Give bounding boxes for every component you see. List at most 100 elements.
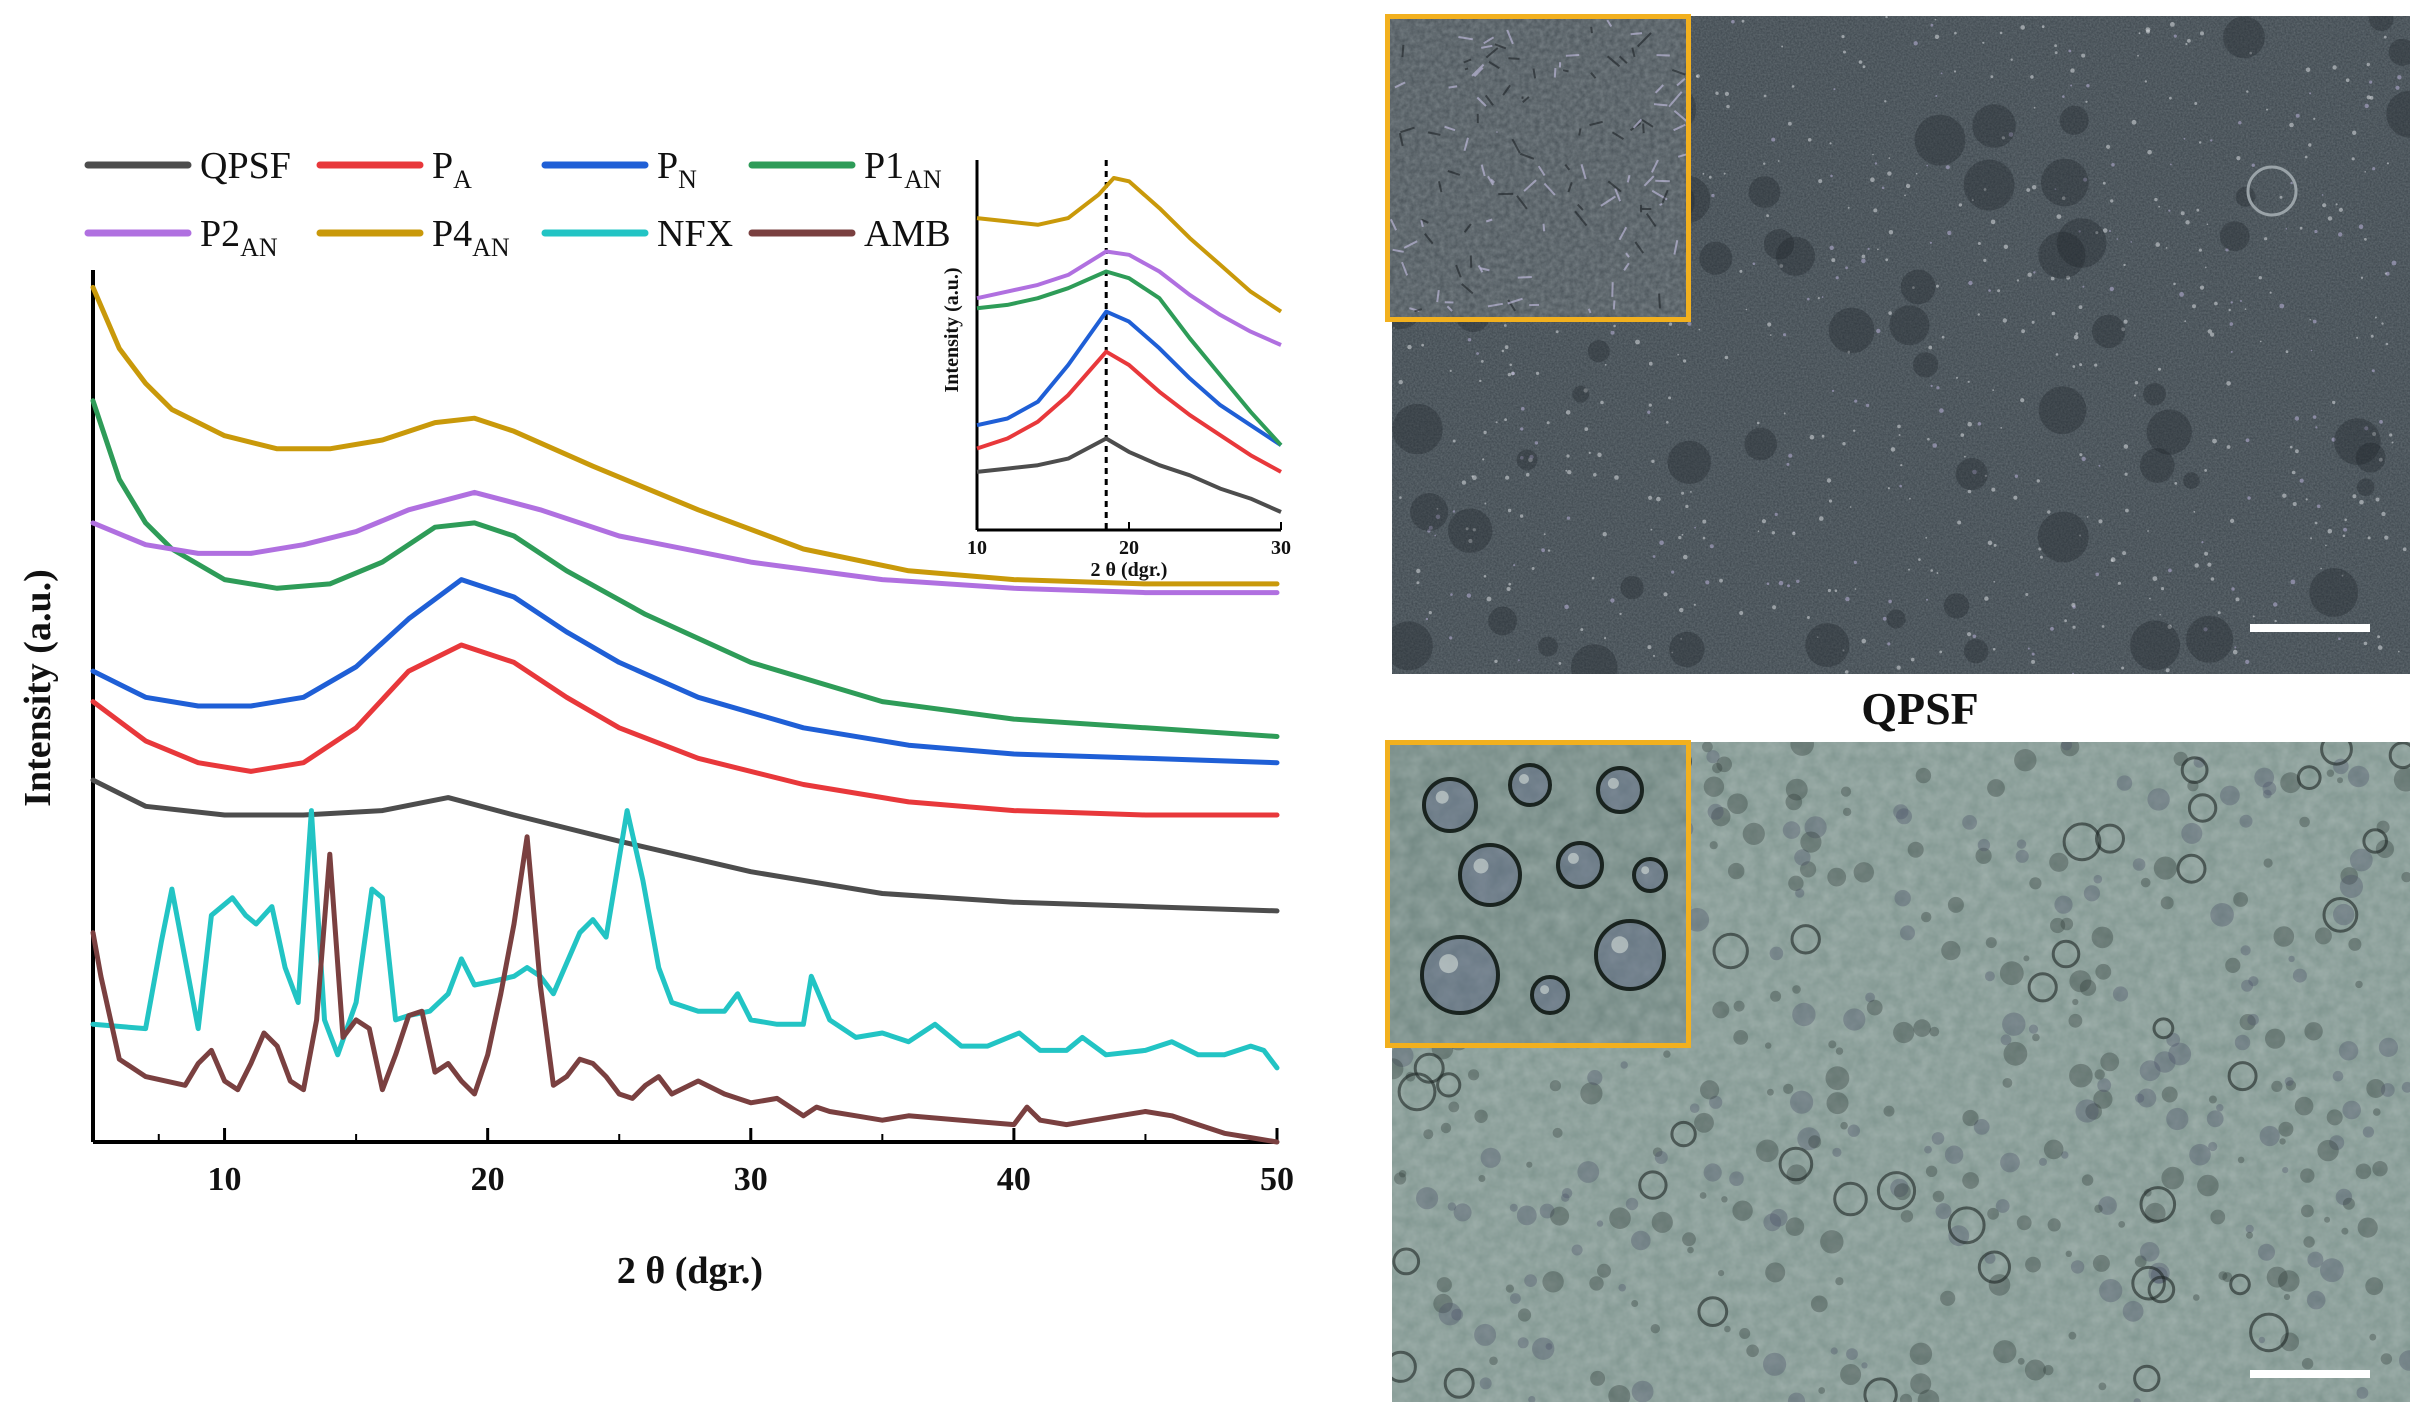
particle xyxy=(1835,1277,1844,1286)
speck xyxy=(1882,616,1887,621)
speck xyxy=(1648,361,1653,366)
particle xyxy=(2306,1290,2326,1310)
fiber xyxy=(1424,233,1434,245)
speck xyxy=(1741,19,1745,23)
speck xyxy=(1899,484,1902,488)
particle xyxy=(2342,1100,2361,1120)
speck xyxy=(2000,427,2003,429)
particle xyxy=(2357,1217,2378,1238)
fiber xyxy=(1590,26,1593,34)
particle xyxy=(1767,1088,1774,1096)
speck xyxy=(1769,334,1772,336)
particle xyxy=(2258,1336,2266,1344)
speck xyxy=(2056,214,2062,220)
speck xyxy=(1955,376,1959,379)
speck xyxy=(1668,396,1672,400)
speck xyxy=(2214,301,2218,306)
fiber xyxy=(1676,77,1686,87)
speck xyxy=(1958,203,1963,207)
speck xyxy=(2203,627,2208,632)
fiber xyxy=(1645,213,1657,227)
fiber xyxy=(1463,137,1469,152)
speck xyxy=(2204,551,2209,556)
speck xyxy=(1847,206,1850,209)
speck xyxy=(2366,95,2371,100)
speck xyxy=(2367,536,2371,540)
speck xyxy=(2325,544,2327,547)
fiber xyxy=(1523,179,1537,192)
speck xyxy=(1555,330,1559,334)
dark-patch xyxy=(1516,449,1538,471)
particle xyxy=(2337,777,2343,784)
crystal-core xyxy=(1634,859,1666,891)
crystal-ring xyxy=(1422,777,1478,833)
crystal-ring xyxy=(1863,1377,1898,1402)
crystal-highlight xyxy=(1540,985,1550,995)
fiber xyxy=(1506,29,1514,45)
particle xyxy=(2303,1236,2315,1248)
speck xyxy=(1967,380,1970,383)
speck xyxy=(1597,452,1602,457)
speck xyxy=(2098,464,2101,467)
speck xyxy=(2086,84,2090,88)
particle xyxy=(2002,1078,2013,1088)
speck xyxy=(1416,568,1421,574)
series-line-pa xyxy=(90,642,1280,818)
fiber xyxy=(1485,218,1493,223)
particle xyxy=(1702,742,1713,753)
speck xyxy=(1912,286,1915,289)
speck xyxy=(2230,350,2233,353)
speck xyxy=(2207,562,2212,567)
speck xyxy=(1828,499,1833,503)
particle xyxy=(2278,1270,2300,1292)
speck xyxy=(2210,139,2213,142)
speck xyxy=(1993,581,1995,583)
particle xyxy=(2380,1083,2395,1097)
x-tick-label: 20 xyxy=(471,1161,505,1198)
particle xyxy=(2222,1272,2233,1283)
speck xyxy=(1807,138,1812,142)
speck xyxy=(2251,163,2255,167)
speck xyxy=(1680,638,1682,640)
speck xyxy=(1508,582,1512,586)
speck xyxy=(2308,143,2312,147)
particle xyxy=(2015,849,2029,863)
particle xyxy=(2208,1095,2217,1104)
particle xyxy=(1724,1325,1731,1333)
speck xyxy=(2364,171,2366,173)
particle xyxy=(1580,1082,1603,1105)
speck xyxy=(1535,371,1540,375)
particle xyxy=(2208,1141,2218,1152)
speck xyxy=(1849,506,1852,508)
particle xyxy=(2262,781,2277,796)
particle xyxy=(1899,1393,1913,1402)
fiber xyxy=(1420,219,1424,228)
speck xyxy=(1885,258,1889,262)
speck xyxy=(1647,645,1652,650)
particle xyxy=(1433,1293,1453,1314)
speck xyxy=(1543,533,1546,536)
crystal-highlight xyxy=(1435,790,1449,804)
particle xyxy=(2292,968,2307,983)
particle xyxy=(1770,990,1782,1002)
crystal-ring xyxy=(2095,823,2125,854)
speck xyxy=(2386,162,2389,165)
particle xyxy=(2247,1013,2259,1026)
speck xyxy=(1702,172,1705,175)
fiber xyxy=(1673,123,1686,132)
dark-patch xyxy=(2146,409,2192,455)
crystal-ring xyxy=(1778,1146,1814,1182)
crystal-ring xyxy=(1977,1250,2012,1284)
fiber xyxy=(1502,84,1511,96)
speck xyxy=(2081,53,2086,58)
speck xyxy=(1715,91,1719,95)
particle xyxy=(2193,1294,2200,1301)
speck xyxy=(1904,194,1906,197)
particle xyxy=(2002,1012,2026,1036)
speck xyxy=(2170,22,2175,27)
fiber xyxy=(1494,43,1507,50)
particle xyxy=(1608,1385,1631,1402)
dark-patch xyxy=(2386,90,2410,138)
speck xyxy=(1887,642,1891,646)
fiber xyxy=(1508,57,1520,60)
